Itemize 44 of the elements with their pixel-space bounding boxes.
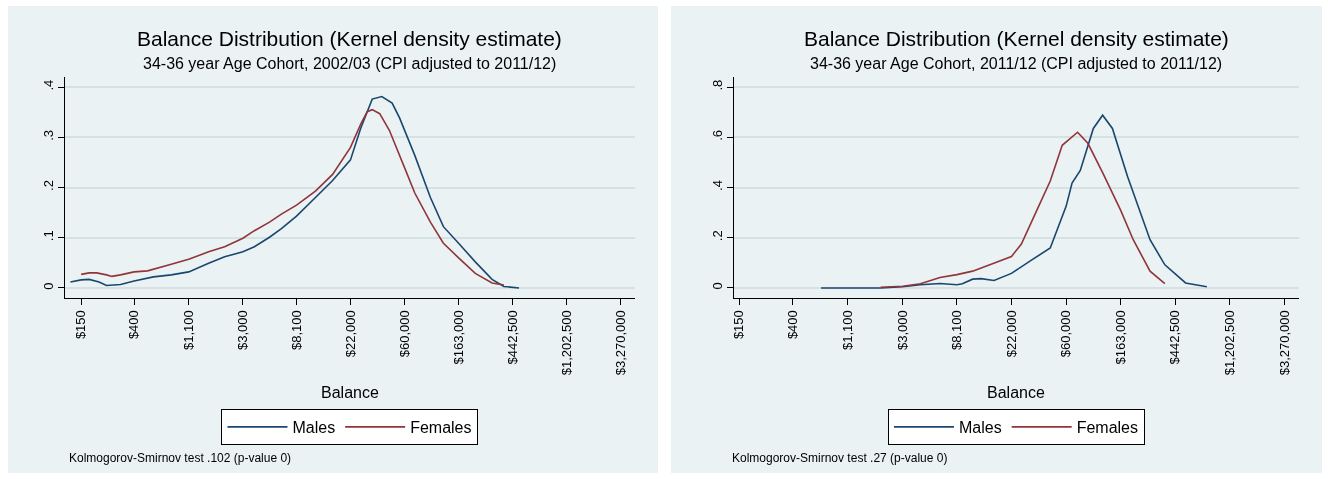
chart-title: Balance Distribution (Kernel density estimate)	[804, 27, 1229, 50]
legend-label: Males	[292, 419, 336, 437]
x-tick-label: $1,100	[180, 310, 196, 350]
y-tick-label: .2	[709, 230, 725, 242]
x-tick-label: $163,000	[450, 310, 466, 365]
chart-subtitle: 34-36 year Age Cohort, 2011/12 (CPI adjusted to 2011/12)	[810, 55, 1223, 72]
text: Kolmogorov-Smirnov test .102 (p-value 0)	[69, 451, 292, 465]
x-axis-title: Balance	[987, 384, 1045, 401]
x-tick-label: $400	[784, 310, 800, 340]
legend-label: Females	[410, 419, 472, 437]
legend-label: Males	[958, 419, 1002, 437]
y-tick-label: 0	[40, 282, 56, 290]
x-tick-label: $3,000	[894, 310, 910, 350]
x-tick-label: $22,000	[342, 310, 358, 358]
x-tick-label: $400	[126, 310, 142, 340]
y-tick-label: .1	[40, 230, 56, 242]
x-tick-label: $8,100	[288, 310, 304, 350]
x-tick-label: $3,000	[235, 310, 251, 350]
x-tick-label: $442,500	[504, 310, 520, 365]
x-tick-label: $60,000	[396, 310, 412, 358]
y-tick-label: .3	[40, 129, 56, 141]
y-tick-label: .2	[40, 180, 56, 191]
chart-subtitle: 34-36 year Age Cohort, 2002/03 (CPI adjusted to 2011/12)	[143, 55, 557, 72]
x-tick-label: $22,000	[1003, 310, 1019, 358]
x-tick-label: $150	[731, 310, 747, 340]
y-tick-label: .4	[40, 79, 56, 91]
x-tick-label: $3,270,000	[612, 310, 628, 376]
x-axis-title: Balance	[321, 384, 379, 401]
y-tick-label: 0	[709, 282, 725, 290]
x-tick-label: $3,270,000	[1276, 310, 1292, 376]
text: Kolmogorov-Smirnov test .27 (p-value 0)	[732, 451, 948, 465]
y-tick-label: .4	[709, 180, 725, 191]
legend-label: Females	[1076, 419, 1139, 437]
x-tick-label: $1,202,500	[1221, 310, 1237, 376]
y-tick-label: .8	[709, 79, 725, 91]
chart-title: Balance Distribution (Kernel density estimate)	[137, 27, 562, 50]
x-tick-label: $150	[73, 310, 89, 340]
x-tick-label: $442,500	[1167, 310, 1183, 365]
x-tick-label: $1,100	[840, 310, 856, 350]
y-tick-label: .6	[709, 129, 725, 141]
x-tick-label: $8,100	[949, 310, 965, 350]
x-tick-label: $1,202,500	[558, 310, 574, 376]
x-tick-label: $60,000	[1058, 310, 1074, 358]
x-tick-label: $163,000	[1112, 310, 1128, 365]
